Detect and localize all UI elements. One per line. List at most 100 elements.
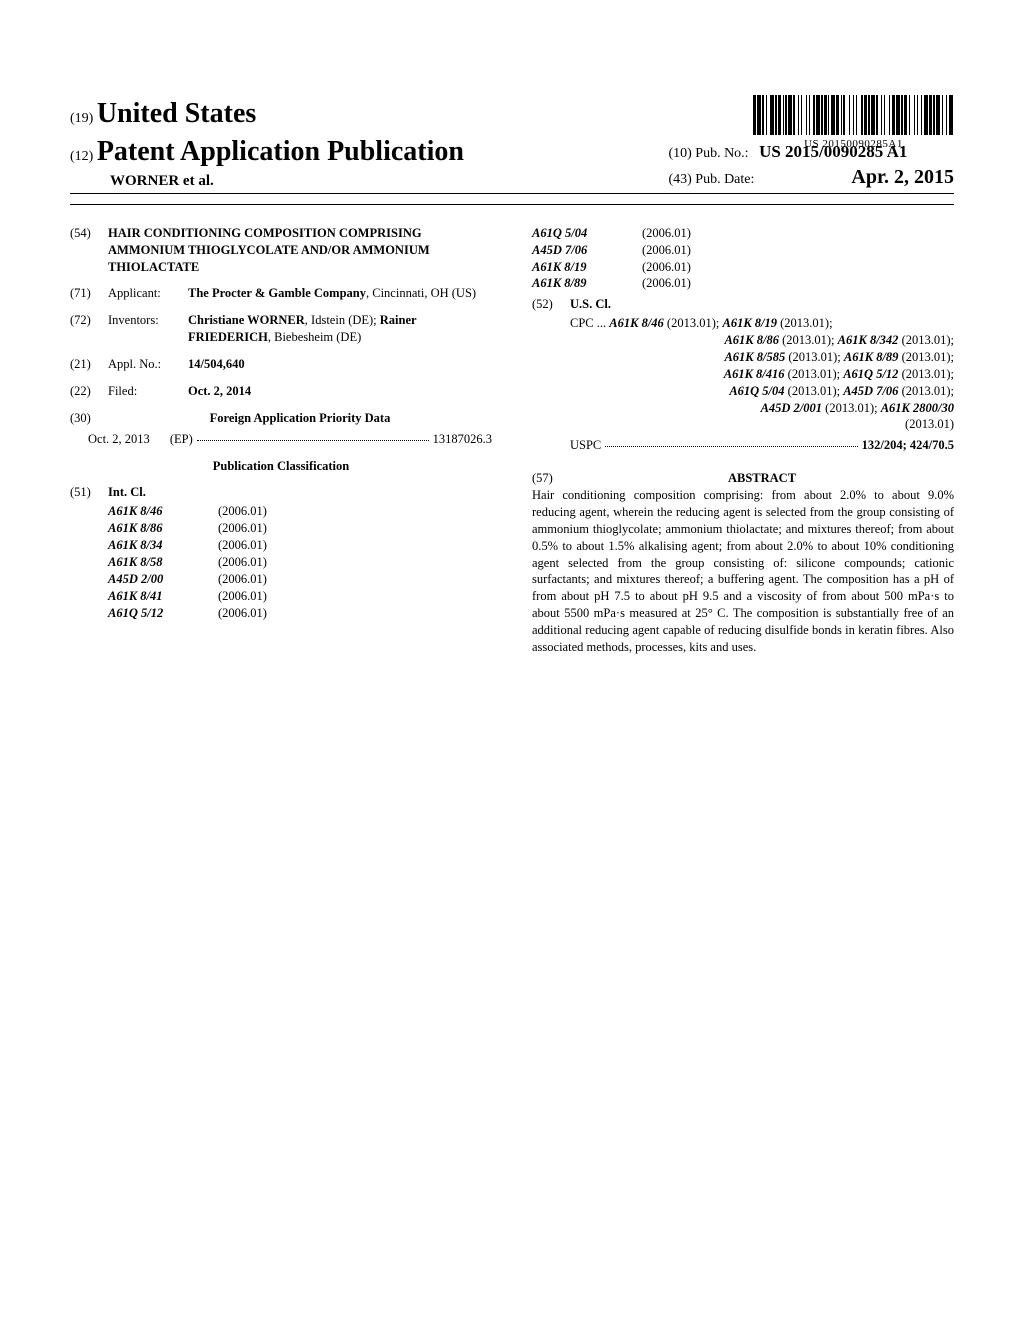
cpc-line: A61Q 5/04 (2013.01); A45D 7/06 (2013.01)… [570, 383, 954, 400]
ipc-year: (2006.01) [218, 503, 492, 520]
num-54: (54) [70, 225, 108, 276]
invention-title: HAIR CONDITIONING COMPOSITION COMPRISING… [108, 225, 492, 276]
applicant-addr: , Cincinnati, OH (US) [366, 286, 476, 300]
uspc-value: 132/204; 424/70.5 [862, 437, 954, 454]
ipc-code: A61K 8/19 [532, 259, 642, 276]
field-54: (54) HAIR CONDITIONING COMPOSITION COMPR… [70, 225, 492, 276]
label-71: Applicant: [108, 285, 188, 302]
line-12: (12) Patent Application Publication [70, 133, 464, 171]
cpc-lines: CPC ... A61K 8/46 (2013.01); A61K 8/19 (… [570, 315, 954, 433]
inventor-1-rest: , Idstein (DE); [305, 313, 380, 327]
field-52: (52) U.S. Cl. [532, 296, 954, 313]
inventor-1-name: Christiane WORNER [188, 313, 305, 327]
label-72: Inventors: [108, 312, 188, 346]
ipc-code: A45D 7/06 [532, 242, 642, 259]
field-22: (22) Filed: Oct. 2, 2014 [70, 383, 492, 400]
ipc-year: (2006.01) [642, 259, 954, 276]
header: US 20150090285A1 (19) United States (12)… [70, 95, 954, 205]
ipc-year: (2006.01) [218, 605, 492, 622]
label-21: Appl. No.: [108, 356, 188, 373]
num-12: (12) [70, 149, 93, 164]
header-divider-2 [70, 204, 954, 205]
abstract-text: Hair conditioning composition comprising… [532, 487, 954, 656]
ipc-year: (2006.01) [218, 571, 492, 588]
priority-title: Foreign Application Priority Data [108, 410, 492, 427]
priority-row: Oct. 2, 2013 (EP) 13187026.3 [88, 431, 492, 448]
intcl-label: Int. Cl. [108, 484, 492, 501]
right-column: A61Q 5/04(2006.01)A45D 7/06(2006.01)A61K… [532, 225, 954, 656]
priority-dots [197, 431, 429, 441]
field-57: (57) ABSTRACT [532, 470, 954, 487]
header-divider-1 [70, 193, 954, 194]
abstract-heading: ABSTRACT [570, 470, 954, 487]
field-72: (72) Inventors: Christiane WORNER, Idste… [70, 312, 492, 346]
priority-appno: 13187026.3 [433, 431, 492, 448]
ipc-code: A61K 8/86 [108, 520, 218, 537]
ipc-code: A61K 8/46 [108, 503, 218, 520]
inventor-2-rest: , Biebesheim (DE) [268, 330, 361, 344]
ipc-row: A61K 8/89(2006.01) [532, 275, 954, 292]
left-column: (54) HAIR CONDITIONING COMPOSITION COMPR… [70, 225, 492, 656]
barcode-block: US 20150090285A1 [753, 95, 954, 152]
label-22: Filed: [108, 383, 188, 400]
ipc-row: A61Q 5/12(2006.01) [108, 605, 492, 622]
ipc-left-table: A61K 8/46(2006.01)A61K 8/86(2006.01)A61K… [108, 503, 492, 621]
ipc-code: A61Q 5/12 [108, 605, 218, 622]
field-71: (71) Applicant: The Procter & Gamble Com… [70, 285, 492, 302]
inventors-value: Christiane WORNER, Idstein (DE); Rainer … [188, 312, 492, 346]
pub-no-label: Pub. No.: [695, 146, 748, 161]
ipc-row: A61K 8/86(2006.01) [108, 520, 492, 537]
cpc-line: A61K 8/86 (2013.01); A61K 8/342 (2013.01… [570, 332, 954, 349]
num-10: (10) [668, 146, 691, 161]
ipc-row: A45D 7/06(2006.01) [532, 242, 954, 259]
ipc-code: A61K 8/58 [108, 554, 218, 571]
ipc-row: A45D 2/00(2006.01) [108, 571, 492, 588]
uspc-label: USPC [570, 437, 601, 454]
applicant-name: The Procter & Gamble Company [188, 286, 366, 300]
num-71: (71) [70, 285, 108, 302]
ipc-row: A61K 8/46(2006.01) [108, 503, 492, 520]
num-21: (21) [70, 356, 108, 373]
pub-date-label: Pub. Date: [695, 172, 754, 187]
num-51: (51) [70, 484, 108, 501]
field-51: (51) Int. Cl. [70, 484, 492, 501]
ipc-year: (2006.01) [218, 537, 492, 554]
num-30: (30) [70, 410, 108, 427]
ipc-code: A61K 8/34 [108, 537, 218, 554]
ipc-year: (2006.01) [218, 588, 492, 605]
cpc-line: CPC ... A61K 8/46 (2013.01); A61K 8/19 (… [570, 315, 954, 332]
num-52: (52) [532, 296, 570, 313]
uspc-line: USPC 132/204; 424/70.5 [570, 437, 954, 454]
field-21: (21) Appl. No.: 14/504,640 [70, 356, 492, 373]
priority-date: Oct. 2, 2013 [88, 431, 150, 448]
num-19: (19) [70, 111, 93, 126]
ipc-row: A61K 8/34(2006.01) [108, 537, 492, 554]
pub-date-value: Apr. 2, 2015 [851, 166, 954, 188]
field-30: (30) Foreign Application Priority Data [70, 410, 492, 427]
filed-value: Oct. 2, 2014 [188, 383, 492, 400]
num-22: (22) [70, 383, 108, 400]
ipc-code: A61Q 5/04 [532, 225, 642, 242]
ipc-year: (2006.01) [642, 225, 954, 242]
barcode-graphic [753, 95, 954, 135]
cpc-block: CPC ... A61K 8/46 (2013.01); A61K 8/19 (… [570, 315, 954, 433]
uscl-label: U.S. Cl. [570, 296, 954, 313]
country-name: United States [97, 98, 256, 129]
ipc-row: A61K 8/41(2006.01) [108, 588, 492, 605]
priority-country: (EP) [170, 431, 193, 448]
barcode-text: US 20150090285A1 [753, 137, 954, 152]
doc-kind: Patent Application Publication [97, 136, 464, 167]
pub-date-line: (43) Pub. Date: Apr. 2, 2015 [668, 164, 954, 191]
cpc-line: A61K 8/585 (2013.01); A61K 8/89 (2013.01… [570, 349, 954, 366]
appl-no-value: 14/504,640 [188, 356, 492, 373]
cpc-line: A45D 2/001 (2013.01); A61K 2800/30 [570, 400, 954, 417]
barcode-bar [953, 95, 954, 135]
ipc-year: (2006.01) [642, 275, 954, 292]
ipc-year: (2006.01) [642, 242, 954, 259]
ipc-row: A61K 8/58(2006.01) [108, 554, 492, 571]
num-43: (43) [668, 172, 691, 187]
ipc-code: A61K 8/41 [108, 588, 218, 605]
ipc-year: (2006.01) [218, 554, 492, 571]
uspc-dots [605, 437, 857, 447]
pub-class-heading: Publication Classification [70, 458, 492, 475]
